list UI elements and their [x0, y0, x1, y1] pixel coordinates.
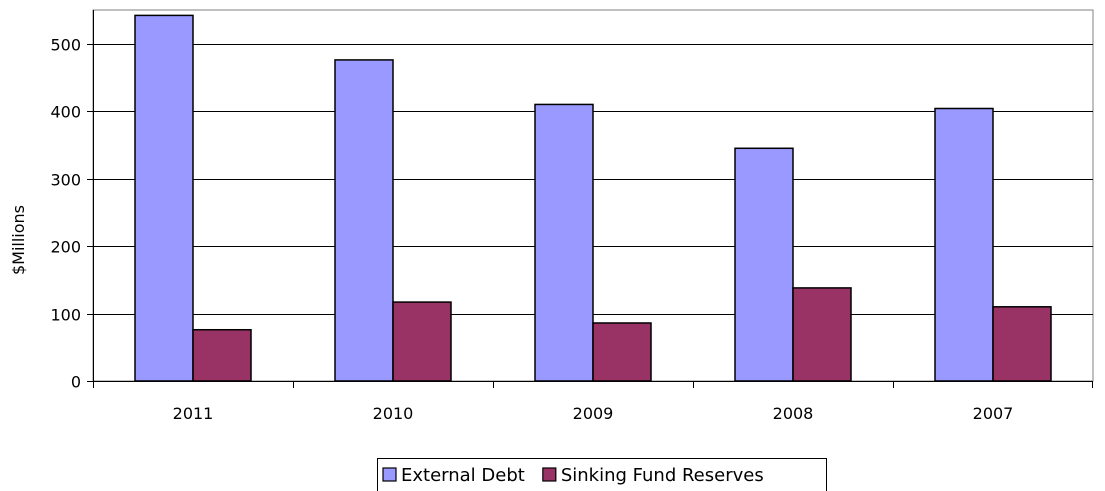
legend-swatch [542, 467, 557, 482]
bar-sinking-fund-reserves-2009 [592, 322, 652, 382]
legend-box [377, 458, 827, 491]
bar-sinking-fund-reserves-2011 [192, 328, 252, 382]
bar-sinking-fund-reserves-2008 [792, 287, 852, 382]
y-tick-label: 100 [50, 306, 81, 325]
y-tick-label: 300 [50, 171, 81, 190]
bar-external-debt-2008 [734, 147, 794, 382]
y-tick-label: 400 [50, 103, 81, 122]
axes [87, 10, 1093, 388]
x-tick-label: 2011 [173, 404, 214, 423]
y-tick-label: 500 [50, 36, 81, 55]
legend-swatch [382, 467, 397, 482]
bar-sinking-fund-reserves-2007 [992, 306, 1052, 382]
y-tick-label: 0 [71, 373, 81, 392]
x-tick-label: 2007 [973, 404, 1014, 423]
bar-external-debt-2009 [534, 103, 594, 382]
y-axis-title: $Millions [9, 205, 28, 275]
legend: External Debt Sinking Fund Reserves [377, 458, 827, 491]
bar-sinking-fund-reserves-2010 [392, 301, 452, 382]
bar-external-debt-2010 [334, 59, 394, 382]
legend-label: External Debt [401, 465, 525, 486]
legend-label: Sinking Fund Reserves [561, 465, 764, 486]
y-tick-label: 200 [50, 238, 81, 257]
x-tick-label: 2010 [373, 404, 414, 423]
tick-labels: 0 100 200 300 400 500 2011 2010 2009 2008 2007 [50, 36, 1013, 424]
bars [134, 14, 1052, 382]
x-tick-label: 2008 [773, 404, 814, 423]
x-tick-label: 2009 [573, 404, 614, 423]
bar-external-debt-2007 [934, 107, 994, 382]
bar-external-debt-2011 [134, 14, 194, 382]
